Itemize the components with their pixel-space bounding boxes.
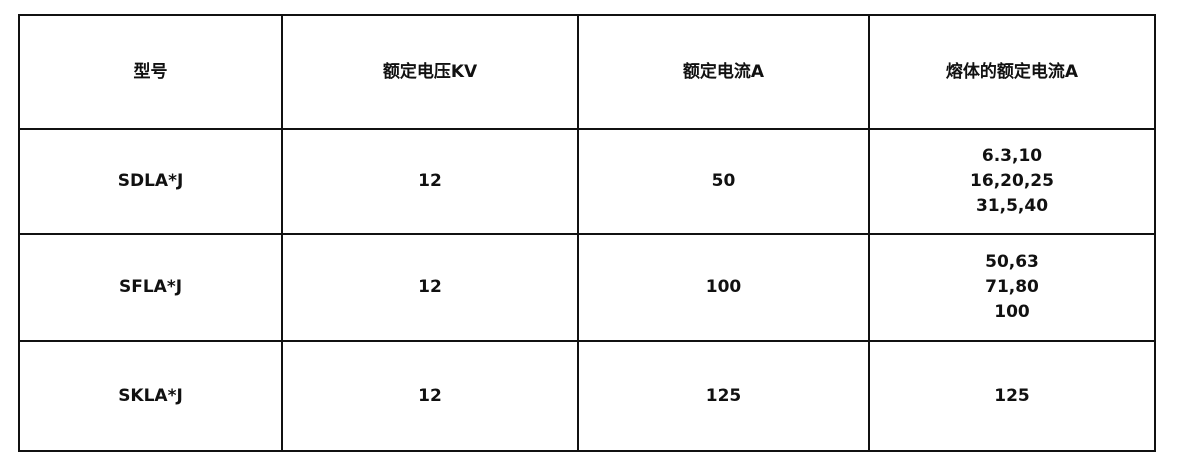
fuse-value: 6.3,10	[981, 146, 1043, 166]
cell-model: SDLA*J	[18, 128, 283, 235]
table-row: SDLA*J 12 50 6.3,10 16,20,25 31,5,40	[18, 128, 1156, 235]
fuse-value: 71,80	[985, 277, 1039, 297]
cell-voltage: 12	[281, 233, 579, 342]
header-row: 型号 额定电压KV 额定电流A 熔体的额定电流A	[18, 14, 1156, 130]
fuse-value: 16,20,25	[970, 171, 1054, 191]
header-voltage: 额定电压KV	[281, 14, 579, 130]
spec-table: 型号 额定电压KV 额定电流A 熔体的额定电流A SDLA*J 12 50 6.…	[18, 14, 1156, 452]
cell-fuse-current: 125	[868, 340, 1156, 452]
cell-voltage: 12	[281, 340, 579, 452]
header-current: 额定电流A	[577, 14, 870, 130]
fuse-value: 100	[994, 302, 1030, 322]
header-model: 型号	[18, 14, 283, 130]
cell-model: SFLA*J	[18, 233, 283, 342]
fuse-value: 31,5,40	[975, 196, 1049, 216]
cell-current: 100	[577, 233, 870, 342]
fuse-value: 50,63	[985, 252, 1039, 272]
cell-fuse-current: 50,63 71,80 100	[868, 233, 1156, 342]
table-row: SFLA*J 12 100 50,63 71,80 100	[18, 233, 1156, 342]
table-row: SKLA*J 12 125 125	[18, 340, 1156, 452]
cell-current: 50	[577, 128, 870, 235]
header-fuse-current: 熔体的额定电流A	[868, 14, 1156, 130]
fuse-value: 125	[994, 385, 1030, 406]
cell-model: SKLA*J	[18, 340, 283, 452]
cell-current: 125	[577, 340, 870, 452]
cell-fuse-current: 6.3,10 16,20,25 31,5,40	[868, 128, 1156, 235]
cell-voltage: 12	[281, 128, 579, 235]
